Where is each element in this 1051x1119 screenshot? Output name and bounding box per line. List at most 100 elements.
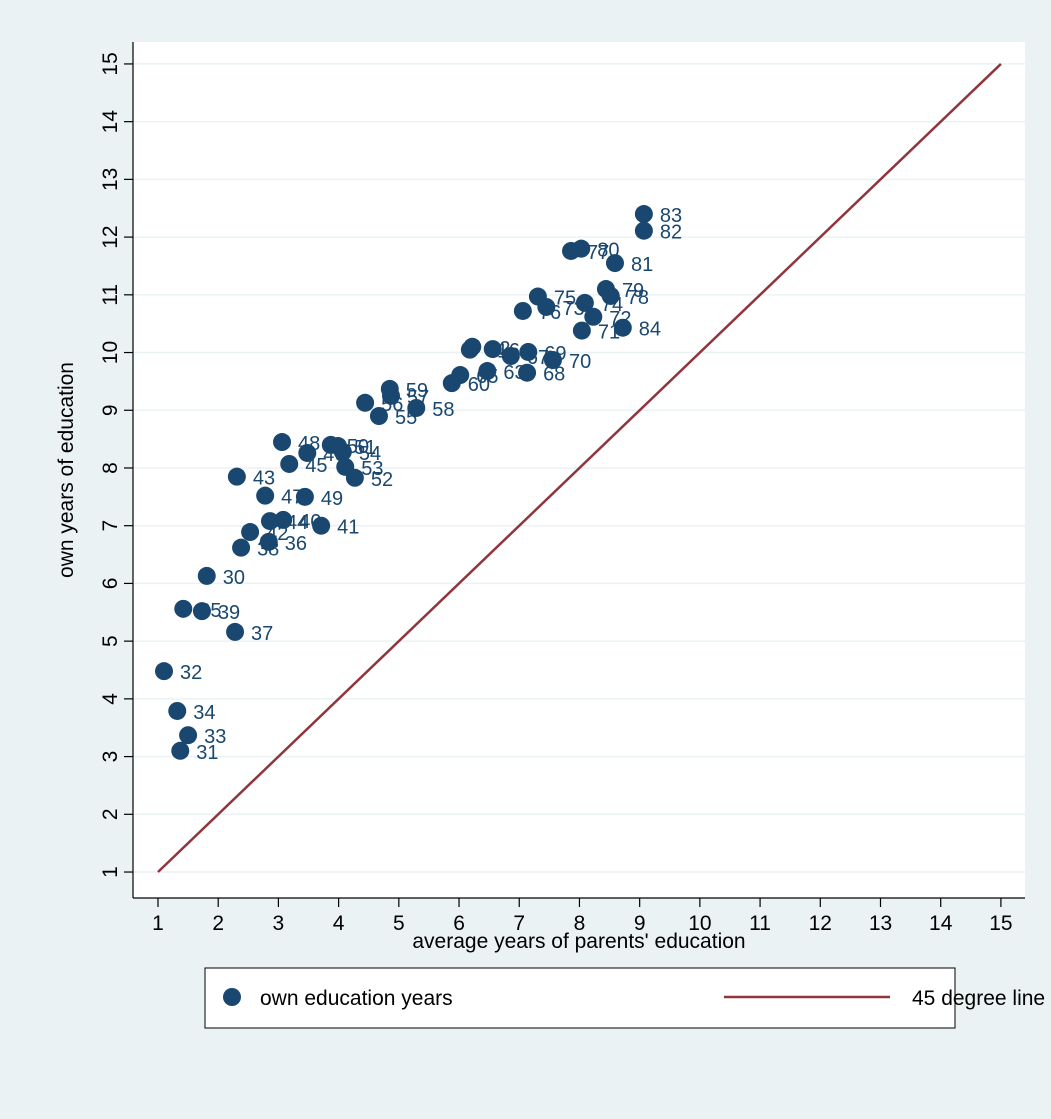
point (584, 307, 603, 326)
point (575, 293, 594, 312)
point-label: 56 (381, 394, 403, 416)
point (171, 741, 190, 760)
point (519, 342, 538, 361)
point (226, 622, 245, 641)
point (168, 701, 187, 720)
point-label: 82 (660, 222, 682, 244)
point (312, 516, 331, 535)
point (232, 538, 251, 557)
point-label: 67 (527, 347, 549, 369)
x-tick-label: 3 (273, 912, 285, 935)
point-label: 84 (639, 319, 661, 341)
y-tick-label: 13 (99, 168, 122, 191)
point-label: 58 (432, 399, 454, 421)
y-tick-label: 4 (99, 693, 122, 705)
point (256, 486, 275, 505)
point (543, 351, 562, 370)
y-tick-label: 2 (99, 808, 122, 820)
point (572, 239, 591, 258)
point (197, 566, 216, 585)
x-tick-label: 12 (809, 912, 832, 935)
point-label: 38 (257, 539, 279, 561)
x-tick-label: 5 (393, 912, 405, 935)
x-tick-label: 13 (869, 912, 892, 935)
y-tick-label: 15 (99, 52, 122, 75)
x-tick-label: 6 (453, 912, 465, 935)
point-label: 36 (285, 533, 307, 555)
point (463, 337, 482, 356)
point (174, 599, 193, 618)
legend-label: 45 degree line (912, 987, 1045, 1010)
y-tick-label: 5 (99, 635, 122, 647)
point (260, 512, 279, 531)
reference-line (157, 63, 1002, 873)
y-tick-label: 6 (99, 578, 122, 590)
point (478, 362, 497, 381)
point-label: 78 (627, 287, 649, 309)
x-tick-label: 10 (688, 912, 711, 935)
point-label: 59 (406, 380, 428, 402)
point-label: 41 (337, 517, 359, 539)
point-label: 33 (204, 726, 226, 748)
y-axis-title: own years of education (55, 362, 78, 578)
y-tick-label: 14 (99, 110, 122, 134)
point-label: 74 (601, 294, 623, 316)
x-tick-label: 4 (333, 912, 345, 935)
point-label: 54 (359, 443, 381, 465)
point (227, 467, 246, 486)
point-label: 34 (193, 702, 215, 724)
point-label: 45 (305, 455, 327, 477)
marks: 8382778081797874727184757673616264696770… (155, 63, 1002, 873)
point-label: 79 (622, 280, 644, 302)
point (369, 407, 388, 426)
x-tick-label: 1 (152, 912, 164, 935)
point-label: 63 (503, 362, 525, 384)
point-label: 50 (347, 436, 369, 458)
x-tick-label: 9 (634, 912, 646, 935)
point (605, 254, 624, 273)
y-tick-label: 12 (99, 225, 122, 248)
point (483, 340, 502, 359)
point (155, 662, 174, 681)
point-label: 70 (569, 351, 591, 373)
y-tick-label: 8 (99, 462, 122, 474)
point-label: 30 (223, 567, 245, 589)
y-tick-label: 9 (99, 404, 122, 416)
point (259, 532, 278, 551)
y-tick-label: 7 (99, 520, 122, 532)
point-label: 83 (660, 205, 682, 227)
point (572, 321, 591, 340)
point-label: 51 (354, 437, 376, 459)
point (298, 443, 317, 462)
point-label: 77 (587, 242, 609, 264)
point (513, 301, 532, 320)
point-label: 37 (251, 623, 273, 645)
point-label: 73 (562, 298, 584, 320)
point-label: 55 (395, 407, 417, 429)
point (634, 205, 653, 224)
point (280, 454, 299, 473)
point (381, 386, 400, 405)
point (241, 523, 260, 542)
x-axis-title: average years of parents' education (412, 930, 745, 953)
point (192, 602, 211, 621)
point-label: 39 (218, 602, 240, 624)
point (356, 393, 375, 412)
legend-items: own education years 45 degree line (223, 987, 1045, 1010)
y-tick-label: 10 (99, 341, 122, 364)
point-label: 49 (321, 488, 343, 510)
point (442, 374, 461, 393)
point (613, 318, 632, 337)
point (179, 726, 198, 745)
point-label: 52 (371, 469, 393, 491)
point-label: 31 (196, 742, 218, 764)
y-tick-label: 3 (99, 751, 122, 763)
x-tick-label: 2 (212, 912, 224, 935)
point (274, 510, 293, 529)
point-label: 68 (543, 364, 565, 386)
point (407, 398, 426, 417)
point-label: 43 (253, 468, 275, 490)
point-label: 65 (476, 366, 498, 388)
legend-label: own education years (260, 987, 453, 1010)
